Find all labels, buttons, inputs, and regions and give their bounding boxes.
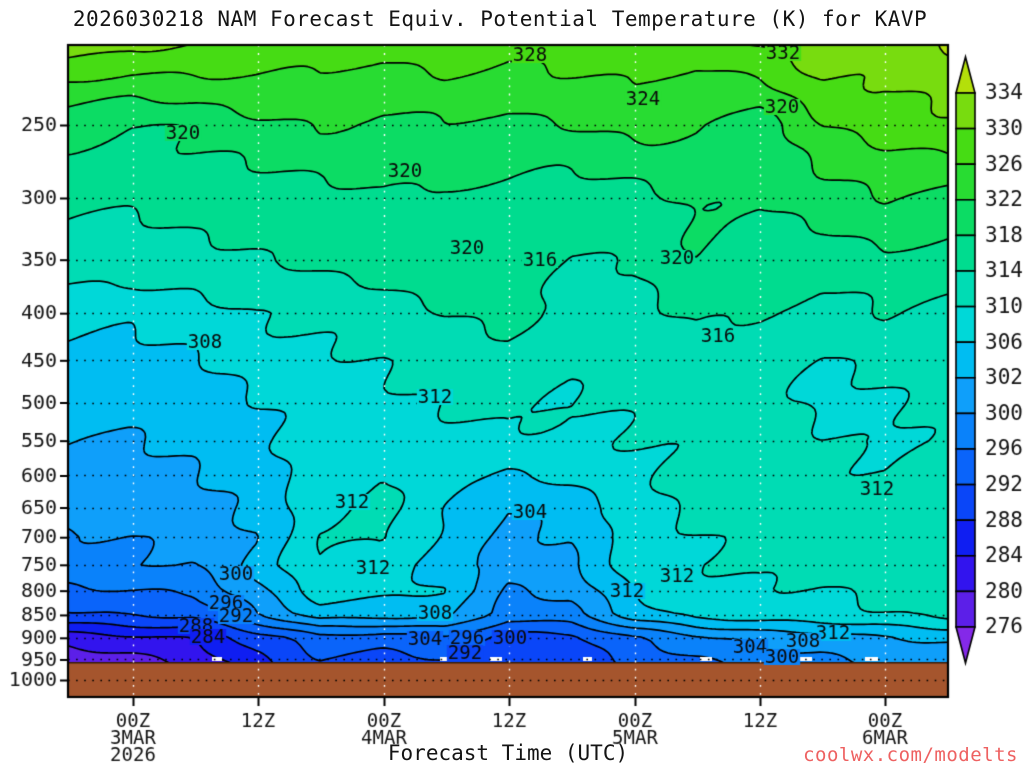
watermark-text: coolwx.com/modelts xyxy=(803,744,1018,766)
chart-title: 2026030218 NAM Forecast Equiv. Potential… xyxy=(72,7,928,31)
x-axis-title: Forecast Time (UTC) xyxy=(387,741,629,765)
